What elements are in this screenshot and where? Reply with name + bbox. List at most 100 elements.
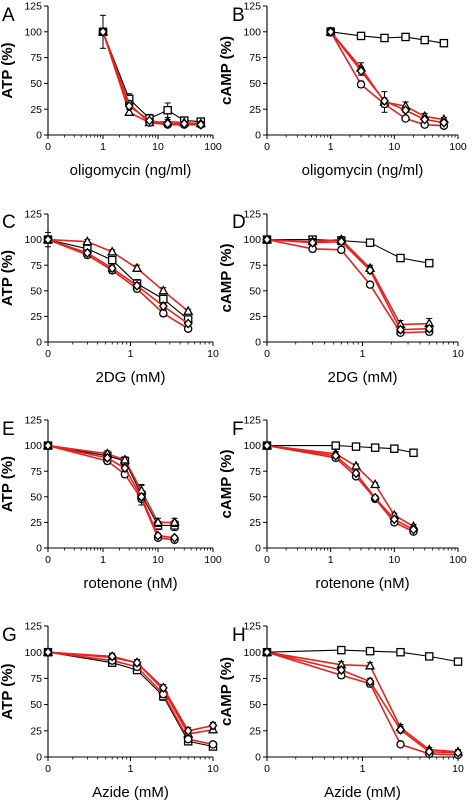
series-diamond — [262, 647, 463, 758]
data-point-square — [370, 443, 380, 452]
y-tick-label: 0 — [255, 130, 261, 142]
data-point-square — [351, 442, 361, 451]
data-point-diamond — [365, 676, 375, 687]
data-point-diamond — [183, 725, 193, 736]
data-point-square — [425, 258, 434, 268]
y-tick-label: 100 — [24, 26, 42, 38]
data-point-triangle — [152, 516, 164, 527]
data-point-circle — [401, 114, 410, 123]
series-diamond — [262, 234, 434, 335]
x-axis-label: Azide (mM) — [324, 784, 401, 801]
data-point-circle — [396, 740, 405, 749]
y-tick-label: 50 — [30, 78, 42, 90]
data-point-diamond — [420, 114, 430, 125]
y-tick-label: 125 — [243, 621, 261, 633]
x-tick-label: 1 — [128, 348, 134, 360]
series-line — [266, 651, 459, 754]
chart-panel-d: D 0 25 50 75 100 125 0 1 10 2DG (mM) cAMP (%) — [218, 209, 464, 386]
data-point-diamond — [409, 524, 418, 535]
series-line — [266, 444, 414, 528]
data-point-diamond — [132, 280, 142, 291]
y-tick-label: 25 — [249, 517, 261, 529]
chart-panel-f: F 0 25 50 75 100 125 0 1 10 100 rotenone (nM) cAMP (… — [218, 415, 467, 592]
series-line — [266, 651, 459, 753]
data-point-circle — [337, 245, 346, 255]
y-tick-label: 25 — [30, 725, 42, 737]
data-point-square — [365, 646, 375, 656]
data-point-triangle — [82, 236, 93, 246]
data-point-diamond — [170, 532, 180, 543]
x-tick-label: 100 — [204, 141, 222, 153]
data-point-diamond — [43, 647, 53, 658]
x-tick-label: 0 — [45, 348, 51, 360]
data-point-diamond — [124, 101, 134, 112]
x-tick-label: 10 — [388, 554, 400, 566]
data-point-square — [396, 253, 405, 263]
series-line — [267, 239, 430, 264]
x-axis-label: 2DG (mM) — [96, 369, 166, 386]
y-tick-label: 75 — [30, 260, 42, 272]
panel-letter: C — [2, 212, 16, 233]
chart-panel-h: H 0 25 50 75 100 125 0 1 10 Azide (mM) cAMP (%) — [218, 621, 464, 801]
chart-panel-a: A 0 25 50 75 100 125 0 1 10 100 oligomycin (ng/ml) A… — [0, 1, 222, 179]
data-point-square — [337, 645, 346, 655]
y-tick-label: 50 — [30, 491, 42, 503]
y-tick-label: 125 — [24, 621, 42, 633]
y-axis-label: cAMP (%) — [218, 450, 235, 519]
x-tick-label: 0 — [45, 554, 51, 566]
series-circle — [326, 27, 449, 130]
y-tick-label: 75 — [249, 52, 261, 64]
data-point-diamond — [365, 265, 375, 276]
series-diamond — [326, 26, 449, 128]
y-tick-label: 50 — [30, 699, 42, 711]
series-circle — [98, 27, 206, 129]
data-point-diamond — [396, 724, 405, 735]
y-tick-label: 0 — [255, 337, 261, 349]
y-tick-label: 25 — [249, 311, 261, 323]
data-point-diamond — [158, 301, 168, 312]
x-tick-label: 100 — [449, 554, 467, 566]
series-diamond — [43, 440, 180, 543]
data-point-diamond — [163, 118, 173, 129]
x-tick-label: 10 — [207, 763, 219, 775]
y-tick-label: 50 — [249, 78, 261, 90]
data-point-diamond — [262, 440, 272, 451]
data-point-diamond — [208, 720, 218, 731]
data-point-diamond — [389, 514, 399, 525]
series-line — [47, 651, 214, 732]
series-line — [47, 238, 189, 325]
data-point-triangle — [183, 305, 194, 315]
x-tick-label: 0 — [264, 763, 270, 775]
chart-panel-e: E 0 25 50 75 100 125 0 1 10 100 rotenone (nM) ATP (%… — [0, 415, 222, 592]
panel-letter: A — [2, 5, 15, 26]
data-point-diamond — [262, 647, 272, 658]
x-tick-label: 10 — [152, 141, 164, 153]
x-tick-label: 1 — [328, 554, 334, 566]
series-circle — [262, 235, 434, 338]
series-triangle — [97, 26, 206, 128]
y-tick-label: 125 — [243, 415, 261, 427]
x-tick-label: 10 — [388, 141, 400, 153]
y-tick-label: 50 — [249, 699, 261, 711]
series-line — [266, 649, 459, 663]
data-point-diamond — [453, 747, 463, 758]
x-tick-label: 0 — [264, 141, 270, 153]
y-axis-label: cAMP (%) — [218, 657, 235, 726]
y-tick-label: 125 — [243, 1, 261, 13]
data-point-circle — [183, 734, 193, 744]
data-point-diamond — [196, 119, 206, 130]
series-line — [266, 238, 430, 326]
data-point-circle — [356, 80, 366, 89]
x-tick-label: 10 — [452, 348, 464, 360]
series-square — [326, 27, 449, 48]
panel-letter: B — [232, 5, 245, 26]
series-square — [262, 441, 418, 458]
x-axis-label: oligomycin (ng/ml) — [302, 162, 424, 179]
series-line — [266, 238, 430, 331]
x-tick-label: 10 — [207, 348, 219, 360]
y-tick-label: 50 — [249, 285, 261, 297]
data-point-triangle — [364, 660, 376, 670]
y-tick-label: 100 — [243, 440, 261, 452]
x-tick-label: 1 — [360, 348, 366, 360]
data-point-square — [453, 657, 463, 666]
